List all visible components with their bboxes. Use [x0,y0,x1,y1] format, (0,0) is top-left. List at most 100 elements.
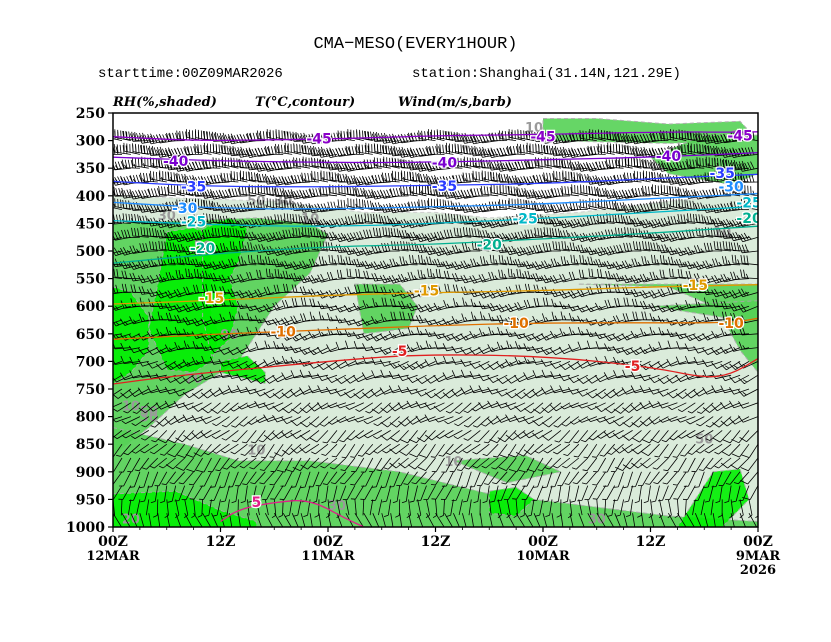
wind-barb [544,156,561,169]
wind-barb [534,227,553,238]
wind-barb [648,387,669,395]
wind-barb [228,258,248,268]
wind-barb [380,313,400,322]
wind-barb [354,499,357,516]
wind-barb [210,244,230,254]
wind-barb [532,356,553,365]
wind-barb [666,161,687,172]
wind-barb [247,254,266,266]
wind-barb [401,485,409,504]
wind-barb [703,513,709,527]
wind-barb [458,499,463,516]
wind-barb [321,443,338,456]
wind-barb [281,343,302,352]
wind-barb [340,457,356,471]
wind-barb [463,416,481,428]
wind-barb [322,430,338,444]
wind-barb [445,402,463,414]
wind-barb [263,317,284,326]
wind-barb [469,347,490,356]
wind-barb [643,170,660,183]
wind-barb [460,260,481,269]
wind-barb [740,269,758,279]
wind-barb [283,213,302,224]
wind-barb [695,443,714,454]
wind-barb [462,297,481,307]
wind-barb [496,374,517,384]
wind-barb [372,513,380,527]
wind-barb [264,340,284,349]
wind-barb [624,227,642,238]
wind-barb [371,316,391,324]
wind-barb [322,471,338,485]
wind-barb [335,485,347,502]
wind-barb [317,361,338,371]
wind-barb [236,274,257,283]
wind-barb [722,256,741,266]
wind-barb [639,300,660,310]
wind-barb [327,513,332,527]
wind-barb [613,244,633,254]
wind-barb [705,416,723,428]
wind-barb [191,414,212,423]
wind-barb [506,499,511,519]
wind-barb [200,416,221,425]
wind-barb [553,443,571,455]
wind-barb [118,485,132,500]
wind-barb [406,361,427,371]
wind-barb [361,372,382,381]
wind-barb [388,275,409,284]
wind-barb [648,374,669,384]
wind-barb [559,385,579,394]
temperature-contour [113,205,758,227]
wind-barb [550,133,570,145]
wind-barb [526,142,544,155]
wind-barb [559,133,579,144]
wind-barb [300,243,320,252]
wind-barb [290,416,311,427]
wind-barb [441,457,454,473]
wind-barb [320,457,338,469]
wind-barb [455,402,472,414]
wind-barb [275,198,293,210]
wind-barb [336,513,343,527]
wind-barb [677,269,696,279]
y-tick-label: 850 [76,437,105,453]
wind-barb [263,232,284,242]
wind-barb [270,485,284,500]
wind-barb [446,499,454,517]
wind-barb [677,402,696,413]
wind-barb [568,147,588,158]
wind-barb [113,236,123,241]
wind-barb [677,526,678,527]
wind-barb [316,402,338,410]
wind-barb [567,218,588,229]
wind-barb [218,260,239,270]
wind-barb [227,370,248,379]
wind-barb [407,457,427,470]
wind-barb [265,526,266,527]
wind-barb [309,430,329,443]
wind-barb [519,499,526,518]
wind-barb [140,485,150,503]
wind-barb [406,386,427,395]
wind-barb [300,457,320,470]
wind-barb [481,416,499,427]
wind-barb [678,129,696,141]
wind-barb [724,485,732,504]
wind-barb [667,215,687,225]
wind-barb [146,361,167,369]
wind-barb [740,130,758,141]
wind-barb [444,416,463,425]
wind-barb [258,430,275,443]
wind-barb [255,147,275,157]
wind-barb [122,130,140,141]
wind-barb [116,443,132,457]
wind-barb [118,457,132,473]
wind-barb [523,388,544,399]
wind-barb [136,499,141,516]
wind-barb [533,471,544,488]
wind-barb [167,171,185,183]
wind-barb [577,485,589,502]
wind-barb [272,356,293,365]
